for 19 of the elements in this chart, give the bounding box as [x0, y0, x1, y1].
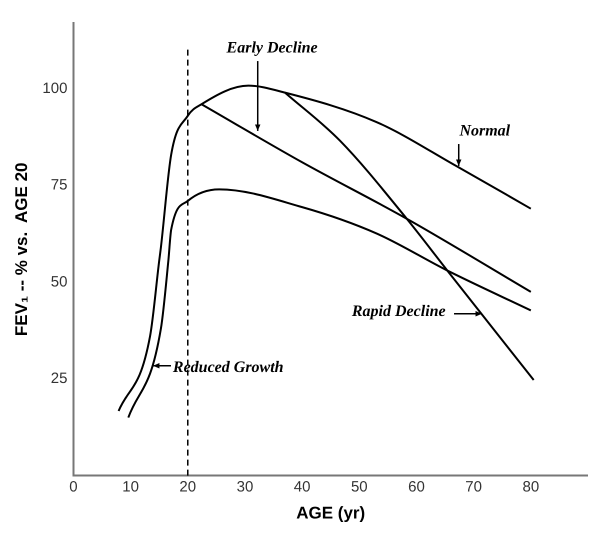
x-tick-label: 50: [350, 478, 368, 496]
y-tick-label: 50: [50, 273, 68, 290]
x-tick-label: 80: [522, 478, 540, 496]
annotation: Normal: [458, 122, 511, 140]
y-tick-label: 75: [50, 176, 68, 194]
x-tick-label: 10: [122, 478, 139, 496]
x-tick-label: 0: [69, 478, 78, 496]
y-axis-title: FEV₁ -- % vs. AGE 20: [12, 162, 31, 336]
x-axis-title: AGE (yr): [296, 503, 366, 522]
x-tick-label: 30: [236, 478, 254, 496]
annotation: Early Decline: [226, 39, 318, 56]
y-tick-label: 100: [42, 80, 68, 97]
x-tick-label: 40: [294, 478, 310, 496]
x-tick-label: 70: [465, 478, 482, 496]
annotation: Rapid Decline: [350, 303, 446, 320]
y-tick-label: 25: [50, 370, 68, 388]
x-tick-label: 20: [179, 478, 196, 496]
annotation: Reduced Growth: [172, 358, 284, 376]
x-tick-label: 60: [408, 478, 425, 496]
